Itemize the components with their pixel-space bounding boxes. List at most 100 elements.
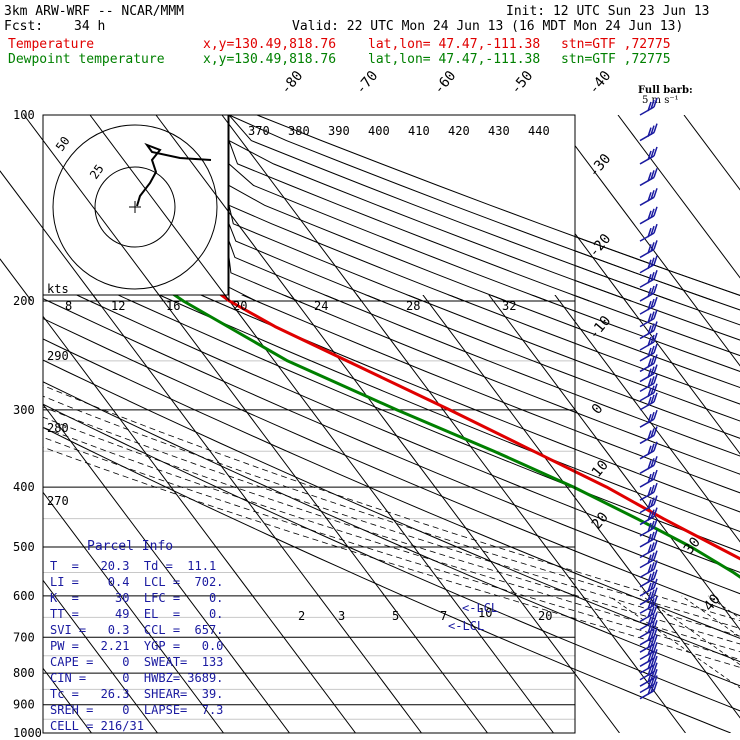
wind-barb-flag bbox=[653, 240, 658, 250]
mixing-ratio-label: 3 bbox=[338, 609, 345, 623]
theta-label: 370 bbox=[248, 124, 270, 138]
wind-barb-flag bbox=[650, 670, 655, 681]
parcel-info-title: Parcel Info bbox=[87, 539, 174, 554]
dry-adiabat bbox=[51, 115, 740, 389]
wind-barb bbox=[639, 168, 658, 187]
wind-barb-flag bbox=[647, 378, 652, 388]
wind-barb bbox=[639, 540, 658, 559]
wind-barb-flag bbox=[647, 244, 652, 254]
dry-adiabat-label: 280 bbox=[47, 421, 69, 435]
dry-adiabat-upper bbox=[228, 114, 673, 302]
wind-barb bbox=[639, 675, 658, 694]
wind-barb bbox=[639, 655, 658, 674]
wind-barb-flag bbox=[653, 675, 658, 685]
parcel-row: CELL = 216/31 bbox=[50, 719, 144, 733]
wind-barb-flag bbox=[647, 396, 652, 407]
wind-barb-flag bbox=[653, 206, 658, 217]
hodograph-units-label: kts bbox=[47, 282, 69, 296]
wind-barb bbox=[639, 255, 658, 274]
parcel-row: PW = 2.21 YGP = 0.0 bbox=[50, 639, 224, 653]
wind-barb-flag bbox=[647, 638, 652, 649]
dry-adiabat bbox=[43, 189, 740, 475]
wind-barb-flag bbox=[647, 666, 652, 676]
mixing-ratio-label: 10 bbox=[478, 606, 492, 620]
moist-adiabat bbox=[43, 416, 740, 645]
wind-barb-flag bbox=[647, 544, 652, 554]
wind-barb bbox=[639, 595, 658, 614]
wind-barb-flag bbox=[653, 441, 658, 452]
isotherm bbox=[683, 115, 740, 191]
wind-barb-flag bbox=[647, 631, 652, 642]
wind-barb-flag bbox=[647, 573, 652, 584]
hodograph-speed-label: 16 bbox=[166, 299, 180, 313]
wind-barb-flag bbox=[647, 358, 652, 368]
wind-barb-flag bbox=[650, 443, 655, 454]
isotherm-label: 10 bbox=[589, 457, 612, 480]
wind-barb-flag bbox=[647, 533, 652, 544]
wind-barb-flag bbox=[647, 172, 652, 182]
moist-adiabat bbox=[43, 395, 740, 629]
hodograph-speed-label: 28 bbox=[406, 299, 420, 313]
wind-barb-flag bbox=[650, 356, 655, 366]
wind-barb-flag bbox=[653, 97, 658, 108]
barb-legend-title: Full barb: bbox=[638, 85, 693, 96]
dry-adiabat bbox=[43, 206, 740, 494]
wind-barb-flag bbox=[647, 368, 652, 378]
dry-adiabat-upper bbox=[228, 114, 715, 302]
isotherm-label: -80 bbox=[278, 68, 307, 98]
parcel-row: LI = 0.4 LCL = 702. bbox=[50, 575, 224, 589]
lcl-marker: <-LCL bbox=[462, 601, 498, 615]
isotherm bbox=[43, 579, 158, 733]
wind-barb-flag bbox=[653, 604, 658, 614]
wind-barb bbox=[639, 495, 658, 514]
wind-barb bbox=[639, 97, 658, 116]
wind-barb-flag bbox=[650, 257, 655, 267]
wind-barb-flag bbox=[650, 394, 655, 405]
wind-barb-flag bbox=[650, 542, 655, 552]
parcel-row: TT = 49 EL = 0. bbox=[50, 607, 224, 621]
pressure-label: 600 bbox=[13, 589, 35, 603]
wind-barb-flag bbox=[653, 642, 658, 652]
wind-barb-flag bbox=[650, 571, 655, 582]
pressure-label: 900 bbox=[13, 698, 35, 712]
wind-barb-flag bbox=[650, 589, 655, 599]
wind-barb-flag bbox=[653, 595, 658, 606]
wind-barb-flag bbox=[650, 125, 655, 135]
dewpoint-latlon: lat,lon= 47.47,-111.38 bbox=[368, 52, 541, 67]
moist-adiabat bbox=[43, 446, 740, 668]
wind-barb-flag bbox=[653, 560, 658, 570]
wind-barb-flag bbox=[653, 569, 658, 580]
mixing-ratio-line bbox=[608, 595, 740, 689]
wind-barb-flag bbox=[647, 473, 652, 484]
wind-barb-flag bbox=[653, 383, 658, 393]
wind-barb bbox=[639, 123, 658, 142]
wind-barb-flag bbox=[647, 445, 652, 456]
pressure-label: 100 bbox=[13, 108, 35, 122]
wind-barb-flag bbox=[653, 374, 658, 384]
wind-barb bbox=[639, 507, 658, 526]
isotherm bbox=[43, 403, 290, 733]
wind-barb-flag bbox=[650, 148, 655, 159]
wind-barb-flag bbox=[653, 146, 658, 157]
wind-barb-flag bbox=[653, 627, 658, 638]
wind-barb-flag bbox=[653, 456, 658, 466]
wind-barb-flag bbox=[647, 659, 652, 670]
hodograph-ring-label: 50 bbox=[53, 134, 73, 154]
hodograph-speed-label: 20 bbox=[233, 299, 247, 313]
theta-label: 400 bbox=[368, 124, 390, 138]
wind-barb-flag bbox=[650, 225, 655, 236]
wind-barb-flag bbox=[647, 300, 652, 311]
wind-barb-flag bbox=[650, 606, 655, 616]
wind-barb-flag bbox=[647, 313, 652, 323]
plot-frame bbox=[42, 114, 576, 734]
wind-barb-flag bbox=[650, 509, 655, 519]
wind-barb-flag bbox=[650, 683, 655, 693]
wind-barb-flag bbox=[653, 354, 658, 364]
dry-adiabat bbox=[43, 156, 740, 439]
isotherm-label: -70 bbox=[353, 68, 382, 98]
wind-barb-flag bbox=[653, 364, 658, 374]
wind-barb-flag bbox=[647, 192, 652, 202]
wind-barb-flag bbox=[653, 495, 658, 505]
wind-barb-flag bbox=[650, 428, 655, 438]
